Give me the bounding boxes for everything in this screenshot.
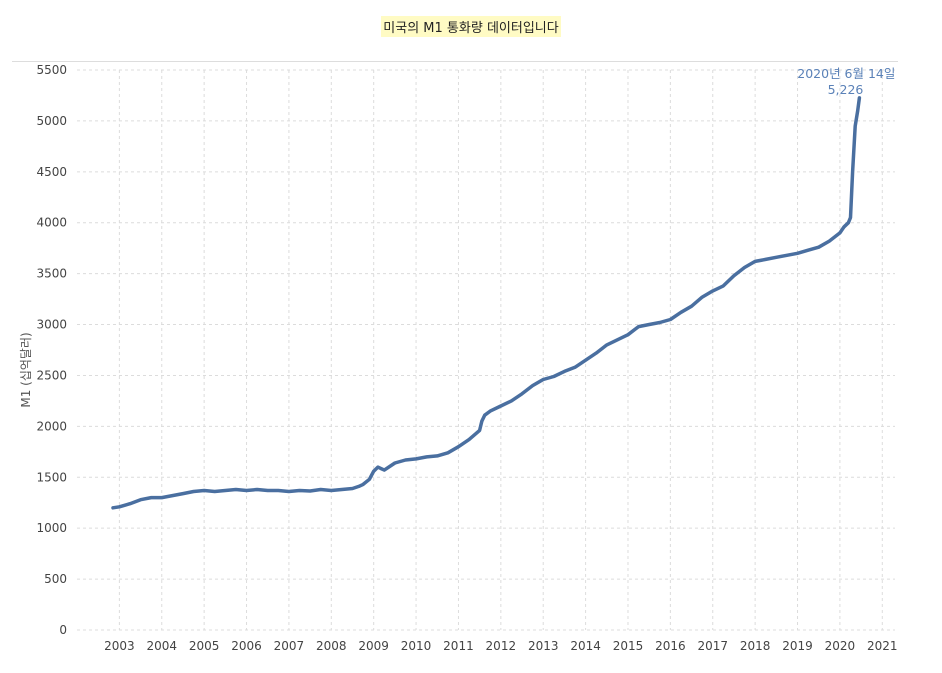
y-tick-label: 5000 (36, 114, 67, 128)
x-tick-label: 2007 (274, 639, 305, 653)
x-tick-label: 2016 (655, 639, 686, 653)
x-tick-label: 2020 (825, 639, 856, 653)
x-tick-label: 2019 (782, 639, 813, 653)
x-tick-label: 2011 (443, 639, 474, 653)
x-tick-label: 2014 (570, 639, 601, 653)
annotation-value-label: 5,226 (828, 82, 864, 97)
y-axis-label: M1 (십억달러) (19, 332, 33, 407)
x-axis-ticks: 2003 2004 2005 2006 2007 2008 2009 2010 2011 2012… (104, 639, 897, 653)
series-layer (111, 96, 862, 510)
x-tick-label: 2021 (867, 639, 898, 653)
y-tick-label: 500 (44, 572, 67, 586)
title-divider (12, 61, 898, 62)
x-tick-label: 2017 (697, 639, 728, 653)
x-tick-label: 2006 (231, 639, 262, 653)
x-tick-label: 2009 (358, 639, 389, 653)
y-tick-label: 3000 (36, 318, 67, 332)
grid (77, 69, 895, 631)
y-tick-label: 3500 (36, 267, 67, 281)
y-tick-label: 4000 (36, 216, 67, 230)
annotation-date-label: 2020년 6월 14일 (797, 66, 895, 81)
x-tick-label: 2004 (146, 639, 177, 653)
y-tick-label: 5500 (36, 63, 67, 77)
series-line (111, 96, 862, 510)
y-tick-label: 2000 (36, 419, 67, 433)
y-axis-ticks: 0 500 1000 1500 2000 2500 3000 3500 4000 4500 5000… (36, 63, 67, 637)
y-tick-label: 2500 (36, 368, 67, 382)
x-tick-label: 2008 (316, 639, 347, 653)
y-tick-label: 1500 (36, 470, 67, 484)
chart-title: 미국의 M1 통화량 데이터입니다 (381, 16, 561, 37)
x-tick-label: 2018 (740, 639, 771, 653)
y-tick-label: 1000 (36, 521, 67, 535)
x-tick-label: 2012 (486, 639, 517, 653)
x-tick-label: 2003 (104, 639, 135, 653)
x-tick-label: 2005 (189, 639, 220, 653)
x-tick-label: 2013 (528, 639, 559, 653)
x-tick-label: 2010 (401, 639, 432, 653)
x-tick-label: 2015 (613, 639, 644, 653)
y-tick-label: 4500 (36, 165, 67, 179)
y-tick-label: 0 (59, 623, 67, 637)
chart-title-wrap: 미국의 M1 통화량 데이터입니다 (0, 16, 942, 37)
